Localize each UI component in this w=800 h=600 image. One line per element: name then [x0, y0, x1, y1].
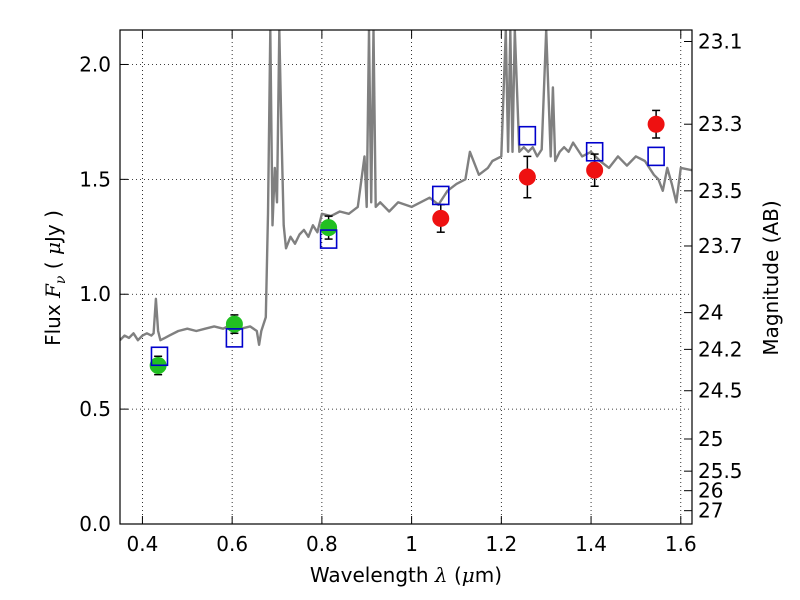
x-tick-label: 0.8	[306, 532, 338, 556]
model-square	[431, 185, 450, 206]
y2-tick-label: 25.5	[698, 459, 743, 483]
x-tick-label: 1.4	[575, 532, 607, 556]
x-tick-label: 0.4	[127, 532, 159, 556]
y2-tick-label: 23.3	[698, 112, 743, 136]
spectrum-series	[120, 30, 692, 346]
data-point	[518, 168, 536, 186]
data-point	[225, 315, 243, 333]
y2-tick-label: 24.2	[698, 337, 743, 361]
model-square	[150, 346, 169, 367]
plot-frame	[119, 29, 693, 525]
x-tick-label: 1.6	[665, 532, 697, 556]
spectrum-line	[120, 30, 692, 346]
y2-tick-label: 26	[698, 479, 723, 503]
x-tick-label: 0.6	[216, 532, 248, 556]
model-squares	[150, 125, 665, 367]
axis-ticks	[120, 30, 692, 525]
x-tick-labels: 0.4 0.6 0.8 1 1.2 1.4 1.6	[127, 532, 697, 556]
grid-lines	[120, 30, 692, 525]
model-square	[225, 328, 244, 348]
data-point	[320, 219, 338, 237]
data-point	[647, 115, 665, 133]
y2-tick-label: 23.7	[698, 234, 743, 258]
y-tick-label: 0.0	[79, 512, 111, 536]
y-tick-label: 1.0	[79, 282, 111, 306]
error-bars	[154, 109, 661, 376]
model-square	[647, 146, 665, 167]
y-tick-label: 2.0	[79, 52, 111, 76]
y-tick-label: 0.5	[79, 397, 111, 421]
model-square	[585, 141, 604, 162]
data-point	[432, 209, 450, 227]
model-square	[518, 125, 537, 146]
data-point	[586, 161, 604, 179]
y2-tick-label: 23.5	[698, 179, 743, 203]
y2-tick-label: 23.1	[698, 29, 743, 53]
x-axis-title: Wavelength λ (μm)	[310, 563, 502, 587]
x-tick-label: 1.2	[485, 532, 517, 556]
x-tick-label: 1	[405, 532, 418, 556]
y2-tick-label: 24.5	[698, 379, 743, 403]
y-axis-title: Flux Fν ( μJy )	[41, 210, 69, 346]
y2-tick-label: 25	[698, 427, 723, 451]
y2-tick-label: 24	[698, 301, 723, 325]
model-square	[319, 229, 338, 249]
y2-tick-label: 27	[698, 499, 723, 523]
y-tick-label: 1.5	[79, 167, 111, 191]
y2-axis-title: Magnitude (AB)	[759, 200, 783, 355]
y-tick-labels: 0.0 0.5 1.0 1.5 2.0	[79, 52, 111, 536]
